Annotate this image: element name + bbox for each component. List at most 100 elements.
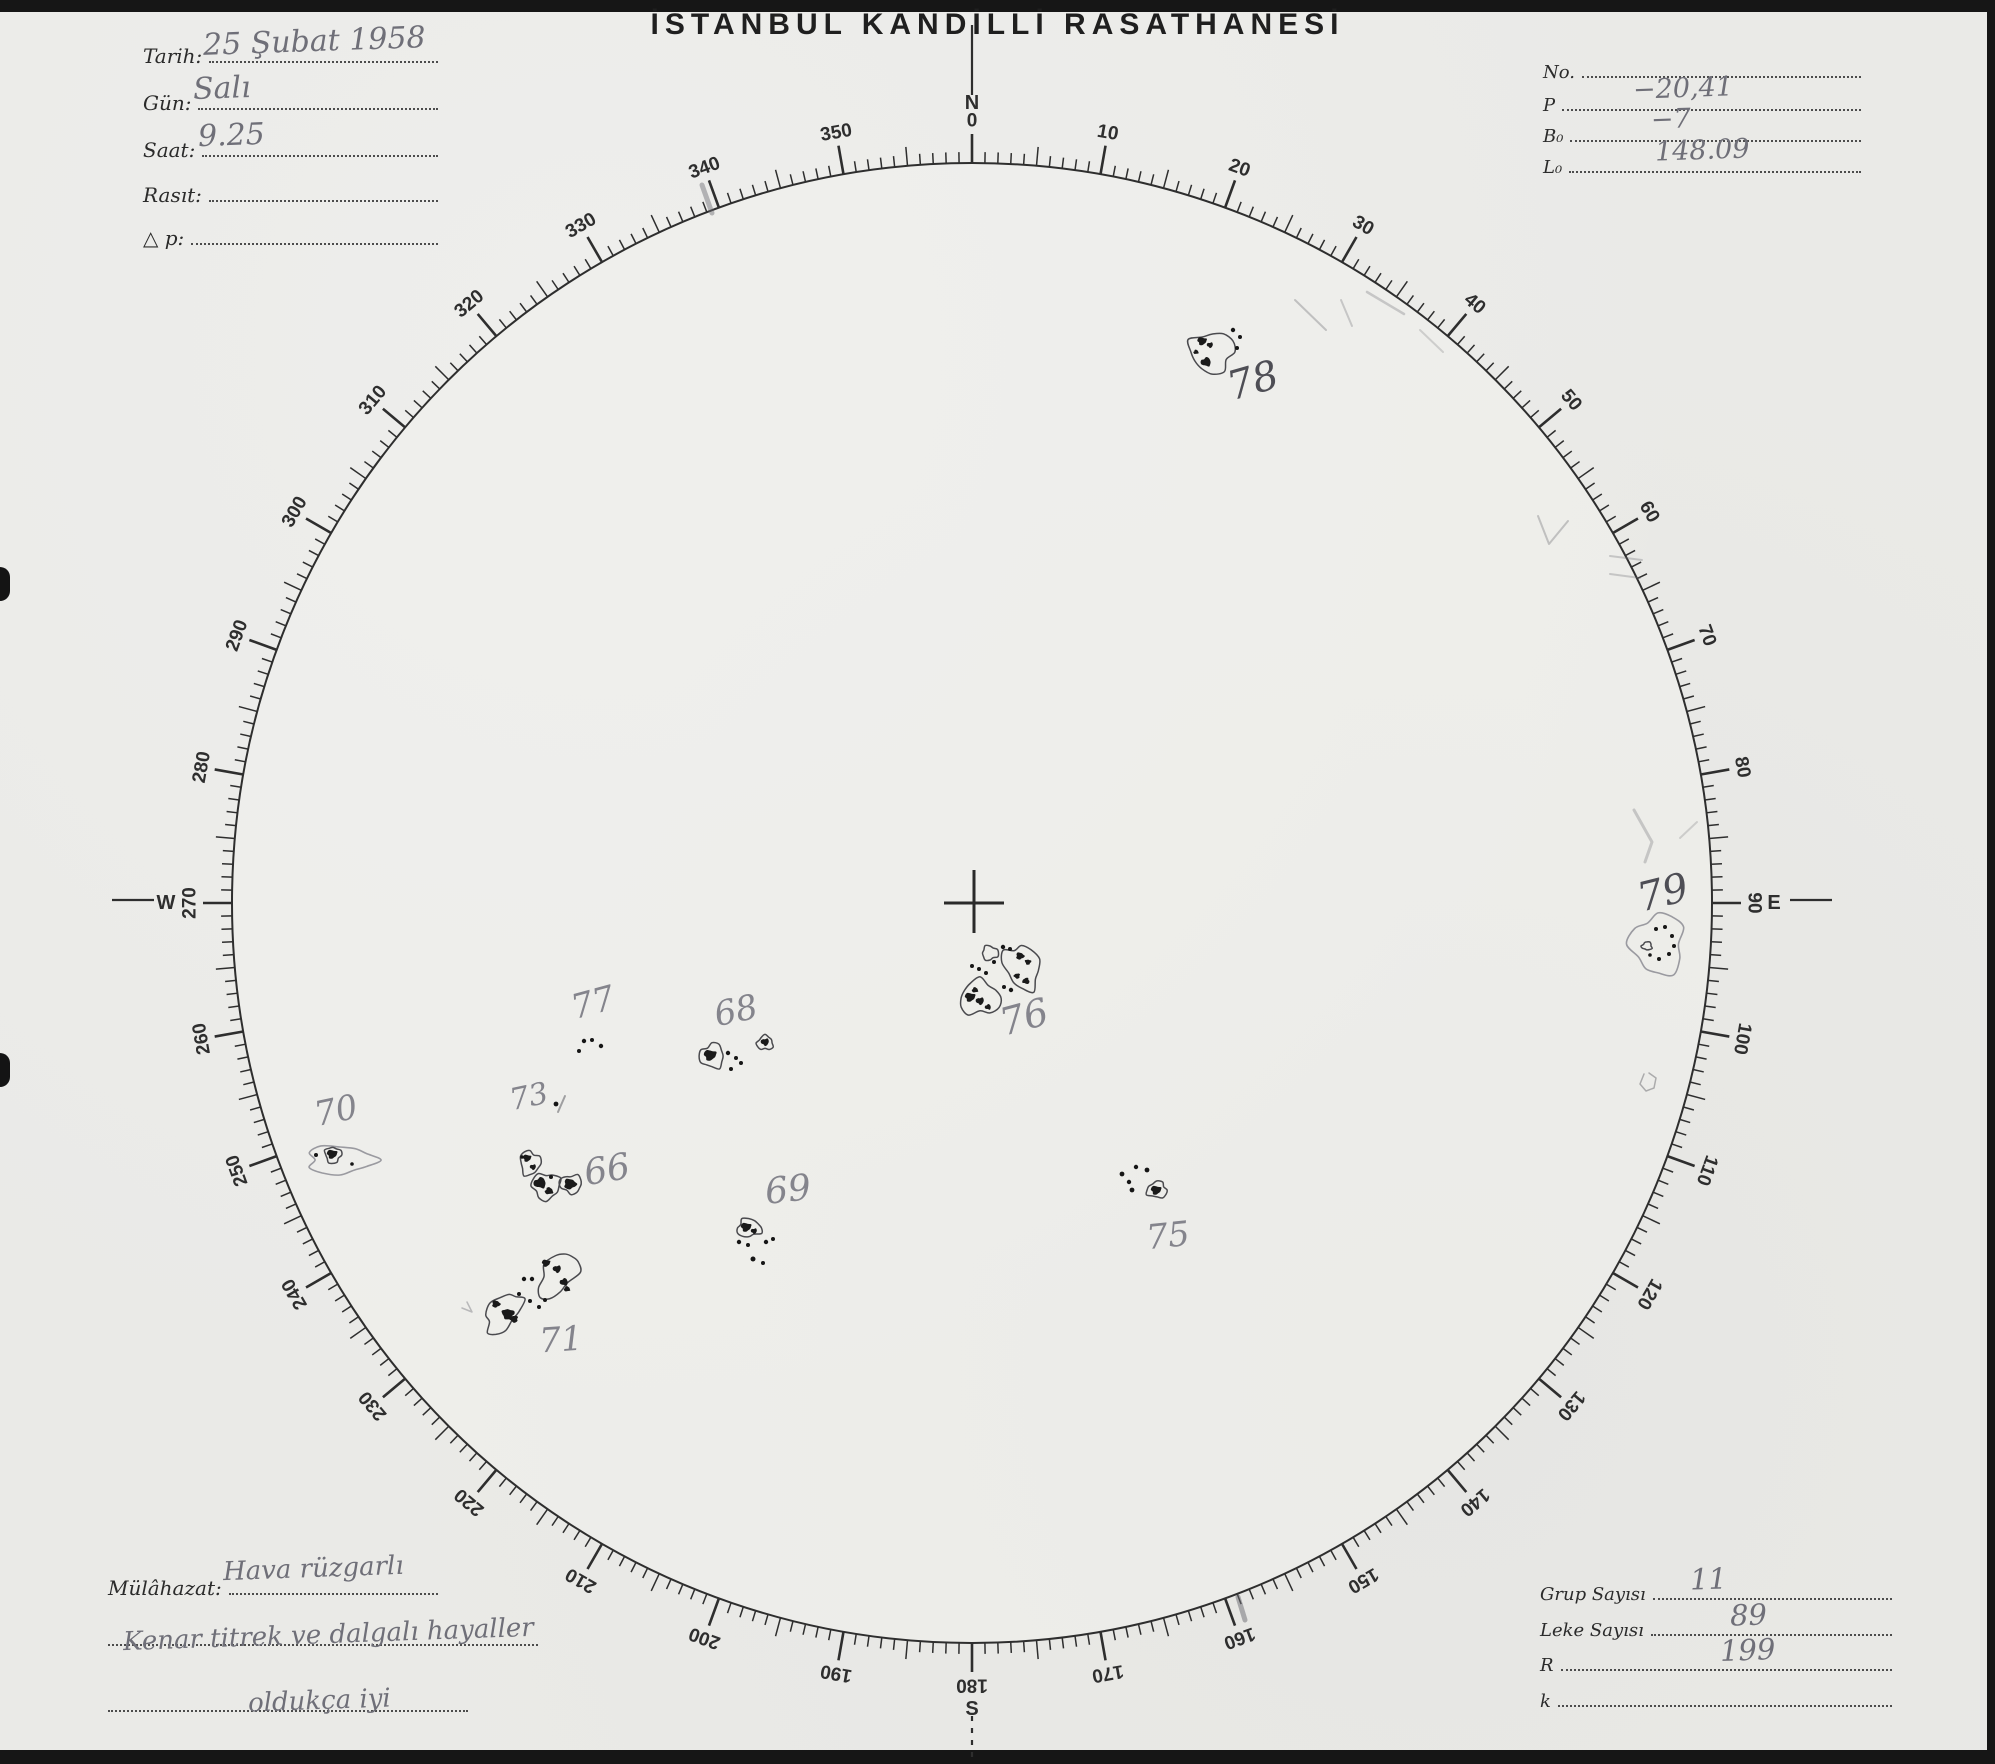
degree-tick bbox=[280, 1191, 292, 1198]
pencil-mark bbox=[1365, 290, 1406, 316]
dotted-line bbox=[1652, 1596, 1892, 1600]
degree-tick bbox=[1695, 1056, 1707, 1060]
degree-tick bbox=[1521, 1397, 1531, 1407]
degree-tick bbox=[1416, 302, 1425, 313]
field-label: k bbox=[1540, 1691, 1551, 1712]
pencil-mark bbox=[1419, 329, 1444, 353]
degree-label: 240 bbox=[278, 1275, 312, 1313]
degree-tick bbox=[1248, 206, 1255, 218]
degree-tick bbox=[573, 1530, 581, 1541]
degree-tick bbox=[866, 159, 870, 171]
degree-tick bbox=[228, 1005, 240, 1009]
degree-tick bbox=[586, 236, 604, 263]
degree-tick bbox=[1426, 1485, 1435, 1496]
degree-tick bbox=[677, 211, 684, 223]
degree-tick bbox=[618, 239, 626, 250]
degree-tick bbox=[1137, 171, 1142, 183]
degree-tick bbox=[341, 493, 352, 501]
sunspot-penumbra-outline bbox=[558, 1173, 583, 1196]
dotted-line bbox=[191, 241, 438, 245]
sunspot-umbra bbox=[1013, 973, 1021, 979]
degree-tick bbox=[1466, 1452, 1476, 1462]
field-label: No. bbox=[1543, 62, 1575, 83]
degree-tick bbox=[586, 1543, 604, 1570]
degree-tick bbox=[275, 620, 287, 627]
degree-tick bbox=[1426, 310, 1435, 321]
degree-tick bbox=[261, 1143, 273, 1149]
degree-tick bbox=[363, 1337, 374, 1346]
degree-tick bbox=[1223, 1597, 1237, 1627]
degree-tick bbox=[334, 1294, 345, 1302]
degree-tick bbox=[238, 1093, 258, 1101]
west-label: W bbox=[157, 892, 176, 914]
degree-label: 120 bbox=[1632, 1275, 1666, 1313]
degree-tick bbox=[248, 638, 278, 652]
degree-tick bbox=[1570, 1337, 1581, 1346]
degree-label: 70 bbox=[1693, 622, 1720, 649]
pencil-mark bbox=[461, 1301, 473, 1313]
degree-tick bbox=[1087, 1633, 1091, 1645]
degree-tick bbox=[1592, 1305, 1603, 1313]
degree-tick bbox=[1702, 784, 1714, 788]
degree-tick bbox=[536, 1508, 549, 1526]
degree-tick bbox=[815, 1626, 819, 1638]
degree-tick bbox=[529, 1501, 538, 1512]
degree-tick bbox=[630, 1562, 637, 1573]
degree-tick bbox=[257, 1130, 269, 1136]
degree-label: 80 bbox=[1730, 755, 1754, 779]
degree-tick bbox=[379, 1357, 390, 1366]
degree-tick bbox=[1212, 1602, 1218, 1614]
degree-tick bbox=[498, 318, 507, 329]
degree-label: 330 bbox=[562, 209, 600, 243]
degree-tick bbox=[214, 1030, 244, 1038]
degree-tick bbox=[739, 188, 745, 200]
degree-tick bbox=[509, 1485, 518, 1496]
sunspot-umbra bbox=[760, 1038, 769, 1047]
degree-tick bbox=[1035, 146, 1039, 166]
degree-tick bbox=[1636, 1226, 1648, 1233]
sunspot-dot bbox=[977, 967, 981, 971]
degree-tick bbox=[1162, 1617, 1170, 1637]
sunspot-dot bbox=[1648, 953, 1652, 957]
degree-label: 250 bbox=[222, 1152, 253, 1189]
sunspot-penumbra-outline bbox=[1000, 944, 1041, 994]
degree-tick bbox=[1706, 810, 1718, 814]
sunspot-umbra bbox=[326, 1149, 338, 1159]
degree-tick bbox=[751, 1610, 757, 1622]
degree-tick bbox=[1048, 156, 1052, 168]
degree-tick bbox=[248, 1154, 278, 1168]
degree-tick bbox=[1187, 184, 1193, 196]
degree-tick bbox=[1599, 1294, 1610, 1302]
degree-tick bbox=[215, 836, 235, 840]
handwritten-value: −20,41 bbox=[1632, 71, 1734, 106]
degree-tick bbox=[1679, 682, 1691, 688]
degree-tick bbox=[275, 1179, 287, 1186]
degree-tick bbox=[1710, 862, 1723, 866]
sunspot-umbra bbox=[563, 1286, 571, 1292]
degree-tick bbox=[1363, 265, 1371, 276]
dotted-line bbox=[1557, 1703, 1892, 1707]
degree-tick bbox=[234, 758, 246, 763]
degree-tick bbox=[1061, 157, 1065, 169]
sunspot-penumbra-outline bbox=[308, 1144, 382, 1176]
degree-tick bbox=[1592, 493, 1603, 501]
degree-tick bbox=[261, 657, 273, 663]
degree-tick bbox=[1700, 768, 1730, 776]
degree-tick bbox=[348, 482, 359, 490]
degree-tick bbox=[1612, 517, 1639, 535]
degree-tick bbox=[853, 161, 857, 173]
degree-tick bbox=[1352, 258, 1360, 270]
degree-label: 30 bbox=[1349, 211, 1378, 240]
degree-tick bbox=[221, 862, 234, 866]
degree-tick bbox=[1577, 1326, 1595, 1339]
degree-label: 350 bbox=[819, 120, 854, 146]
degree-tick bbox=[1318, 1556, 1326, 1567]
degree-tick bbox=[764, 1614, 769, 1626]
handwritten-value: 199 bbox=[1719, 1632, 1776, 1668]
degree-tick bbox=[1437, 1477, 1446, 1488]
degree-label: 270 bbox=[180, 887, 201, 919]
sunspot-group-number: 68 bbox=[711, 987, 762, 1035]
degree-tick bbox=[1642, 581, 1661, 591]
sunspot-dot bbox=[1008, 987, 1014, 993]
degree-tick bbox=[237, 1056, 249, 1060]
